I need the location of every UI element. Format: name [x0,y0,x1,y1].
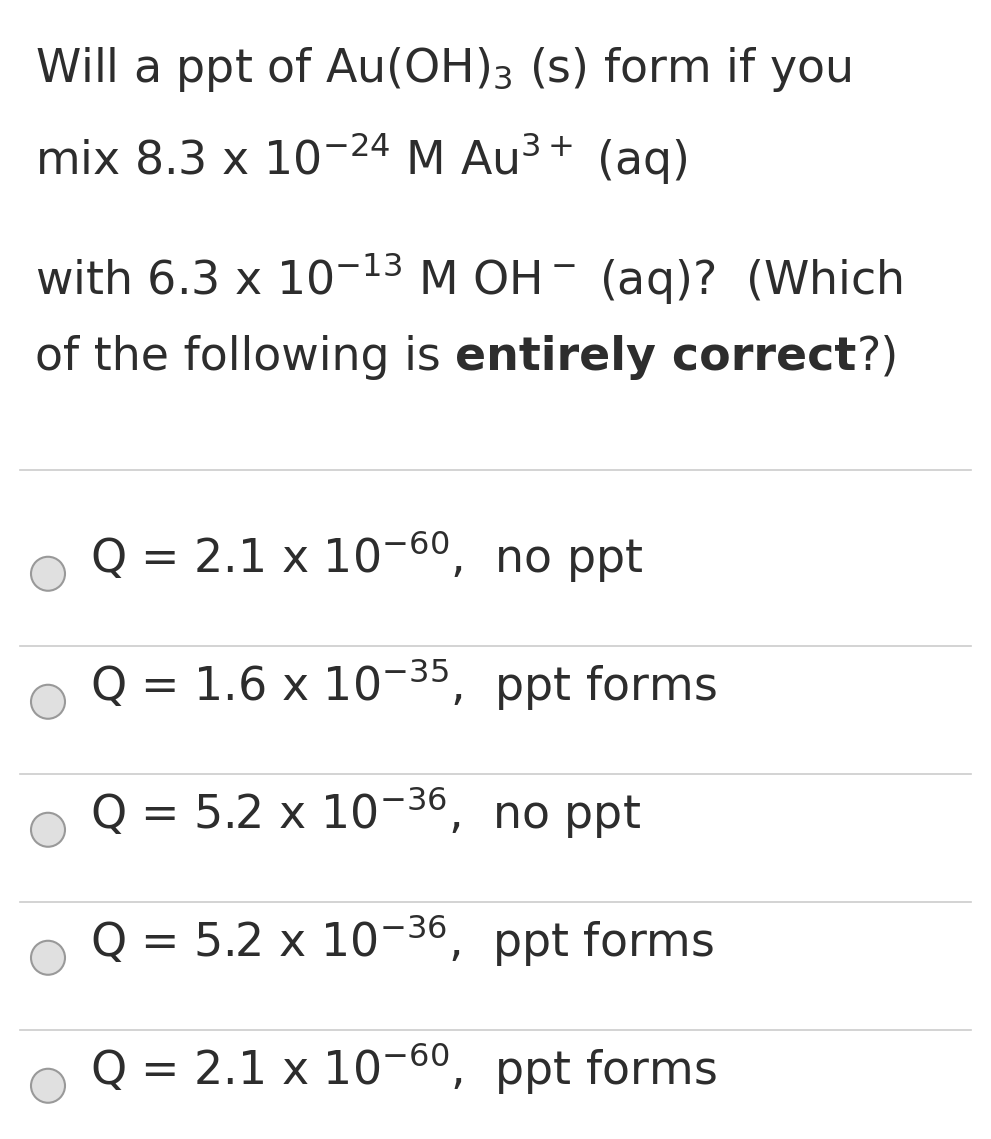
Text: Q = 2.1 x 10$^{-60}$,  ppt forms: Q = 2.1 x 10$^{-60}$, ppt forms [90,1040,716,1096]
Circle shape [31,557,65,591]
Circle shape [31,941,65,975]
Text: Q = 5.2 x 10$^{-36}$,  ppt forms: Q = 5.2 x 10$^{-36}$, ppt forms [90,912,715,968]
Circle shape [31,813,65,846]
Text: of the following is: of the following is [35,335,456,380]
Text: Will a ppt of Au(OH)$_3$ (s) form if you: Will a ppt of Au(OH)$_3$ (s) form if you [35,46,851,95]
Circle shape [31,1068,65,1103]
Text: ?): ?) [856,335,899,380]
Text: Q = 1.6 x 10$^{-35}$,  ppt forms: Q = 1.6 x 10$^{-35}$, ppt forms [90,656,716,712]
Text: mix 8.3 x 10$^{-24}$ M Au$^{3+}$ (aq): mix 8.3 x 10$^{-24}$ M Au$^{3+}$ (aq) [35,130,688,186]
Text: Q = 5.2 x 10$^{-36}$,  no ppt: Q = 5.2 x 10$^{-36}$, no ppt [90,784,641,839]
Circle shape [31,685,65,719]
Text: with 6.3 x 10$^{-13}$ M OH$^-$ (aq)?  (Which: with 6.3 x 10$^{-13}$ M OH$^-$ (aq)? (Wh… [35,249,903,306]
Text: Q = 2.1 x 10$^{-60}$,  no ppt: Q = 2.1 x 10$^{-60}$, no ppt [90,528,643,584]
Text: entirely correct: entirely correct [456,335,856,380]
